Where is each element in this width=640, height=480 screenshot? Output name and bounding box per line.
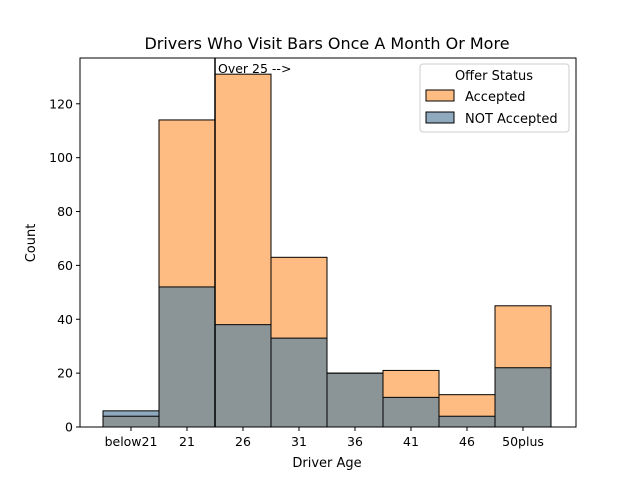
x-tick-label: below21 xyxy=(105,434,158,449)
bar-21-upper xyxy=(159,119,215,287)
y-tick-label: 100 xyxy=(49,150,73,165)
x-tick-label: 36 xyxy=(347,434,363,449)
y-tick-label: 20 xyxy=(57,366,73,381)
chart-title: Drivers Who Visit Bars Once A Month Or M… xyxy=(144,34,509,53)
y-tick-label: 60 xyxy=(57,258,73,273)
bar-50plus-upper xyxy=(495,305,551,368)
legend-swatch-accepted xyxy=(425,89,455,102)
x-axis-label: Driver Age xyxy=(292,456,361,471)
bar-50plus-overlap xyxy=(495,367,551,427)
y-axis: 0 20 40 60 80 100 120 xyxy=(49,96,80,435)
bar-41-overlap xyxy=(383,397,439,427)
bar-21-overlap xyxy=(159,286,215,427)
bar-46-overlap xyxy=(439,416,495,427)
legend-label-not-accepted: NOT Accepted xyxy=(465,112,558,127)
annotation-layer: Over 25 --> xyxy=(214,58,291,427)
y-tick-label: 0 xyxy=(65,420,73,435)
x-tick-label: 26 xyxy=(235,434,251,449)
bar-46-upper xyxy=(439,394,495,417)
plot-frame xyxy=(79,57,577,428)
x-tick-label: 50plus xyxy=(502,434,544,449)
legend-swatch-not-accepted xyxy=(425,111,455,124)
x-tick-label: 41 xyxy=(403,434,419,449)
y-tick-label: 80 xyxy=(57,204,73,219)
x-axis: below21 21 26 31 36 41 46 50plus xyxy=(105,427,544,449)
bar-26-overlap xyxy=(215,324,271,427)
annotation-text: Over 25 --> xyxy=(218,61,291,76)
y-axis-label: Count xyxy=(24,224,39,263)
bar-below21-upper xyxy=(103,410,159,417)
legend: Offer Status Accepted NOT Accepted xyxy=(419,63,570,133)
x-tick-label: 46 xyxy=(459,434,475,449)
bar-41-upper xyxy=(383,370,439,398)
y-tick-label: 120 xyxy=(49,96,73,111)
x-tick-label: 21 xyxy=(179,434,195,449)
legend-title: Offer Status xyxy=(455,69,533,84)
bar-below21-overlap xyxy=(103,416,159,427)
legend-box xyxy=(419,63,570,133)
bar-31-overlap xyxy=(271,338,327,427)
bars-layer xyxy=(102,73,552,428)
legend-label-accepted: Accepted xyxy=(465,90,526,105)
bar-36-overlap xyxy=(327,373,383,427)
x-tick-label: 31 xyxy=(291,434,307,449)
y-tick-label: 40 xyxy=(57,312,73,327)
bar-26-upper xyxy=(215,74,271,325)
bar-31-upper xyxy=(271,257,327,339)
